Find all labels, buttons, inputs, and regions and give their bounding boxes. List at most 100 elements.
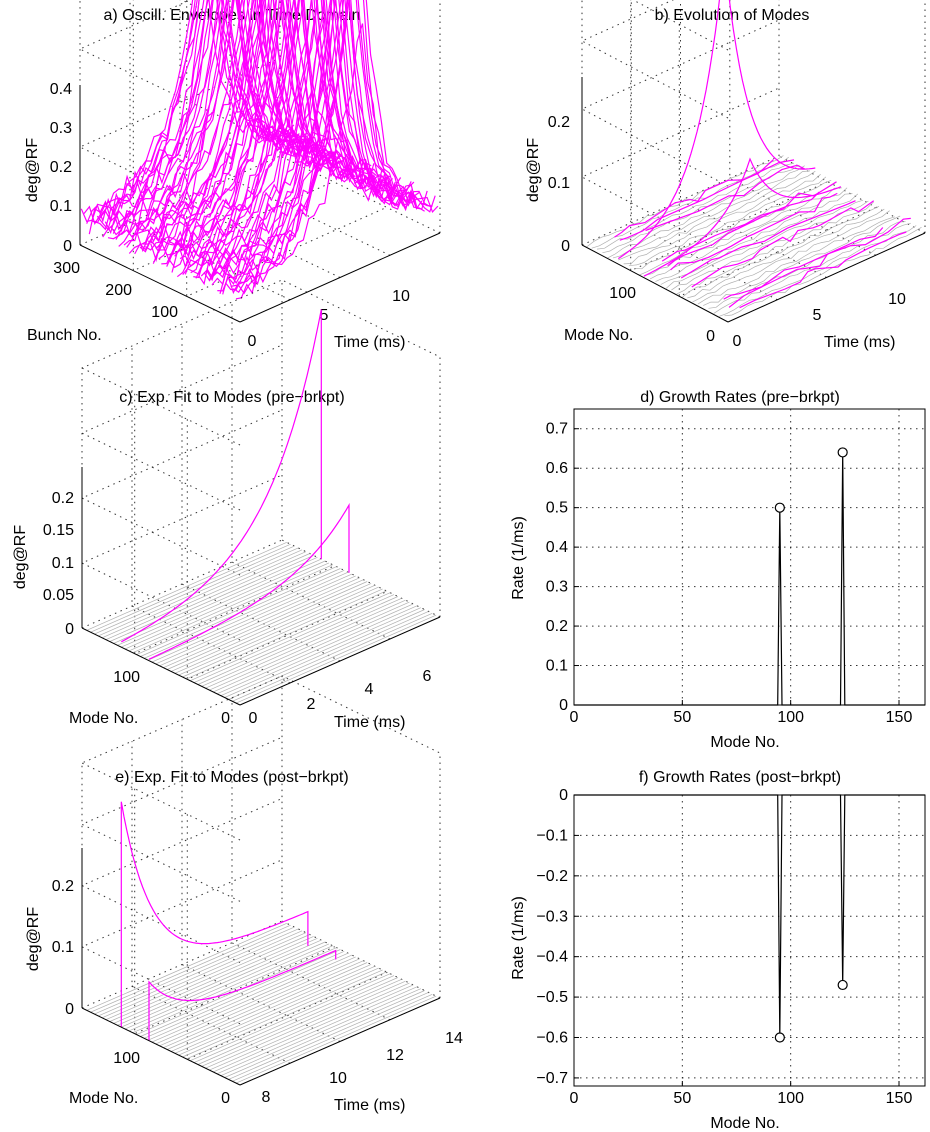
panel-b-x-axis	[727, 232, 926, 323]
mode-fit-background	[124, 560, 326, 650]
mode-fit-background	[228, 611, 429, 700]
mode-fit-background	[201, 978, 402, 1067]
panel-f-y-tick: −0.5	[536, 989, 568, 1006]
mode-95-fit	[148, 502, 350, 660]
mode-fit-background	[147, 571, 349, 661]
mode-fit-background	[216, 986, 418, 1075]
mode-fit-background	[220, 988, 421, 1077]
panel-b-grid-line	[680, 0, 827, 278]
panel-d-y-tick: 0.1	[546, 658, 568, 675]
panel-c-z-tick: 0.15	[43, 522, 74, 539]
bunch-envelope-line	[184, 0, 385, 275]
mode-fit-background	[178, 586, 379, 676]
mode-fit-background	[193, 594, 395, 683]
panel-f-x-tick: 150	[886, 1090, 913, 1107]
panel-d-y-tick: 0.5	[546, 500, 568, 517]
panel-a-x-tick: 0	[248, 333, 257, 350]
mode-fit-background	[159, 577, 360, 667]
bunch-envelope-line	[232, 0, 433, 293]
panel-f-x-tick: 0	[570, 1090, 579, 1107]
panel-f-data-point	[837, 979, 848, 991]
panel-b-y-tick: 0	[706, 328, 715, 345]
mode-fit-background	[101, 549, 303, 639]
bunch-envelope-line	[206, 0, 407, 279]
mode-trace-background	[655, 193, 853, 282]
bunch-envelope-line	[230, 0, 431, 287]
mode-trace-background	[586, 155, 784, 248]
panel-e-lines	[86, 801, 441, 1086]
bunch-envelope-line	[112, 0, 313, 235]
mode-fit-background	[232, 993, 433, 1082]
mode-fit-background	[174, 584, 376, 674]
panel-d-plot: 0 50 100 150 0 0.1 0.2 0.3 0.4 0.5 0.6 0.7	[546, 408, 926, 726]
bunch-envelope-line	[238, 23, 439, 295]
mode-trace-background	[628, 176, 827, 267]
mode-trace-background	[724, 226, 922, 317]
mode-trace-noise	[728, 217, 911, 308]
panel-a-y-axis	[79, 244, 241, 323]
panel-d-x-tick: 100	[777, 709, 804, 726]
mode-95-trace	[643, 157, 842, 277]
bunch-envelope-line	[96, 0, 297, 231]
panel-c-side-wall	[281, 279, 441, 617]
bunch-envelope-line	[198, 0, 399, 286]
panel-b-grid-line	[630, 0, 778, 301]
bunch-envelope-line	[227, 0, 428, 295]
mode-124-trace	[617, 0, 816, 260]
panel-d-y-tick: 0	[559, 697, 568, 714]
mode-trace-noise	[680, 200, 856, 279]
mode-trace-background	[687, 208, 885, 299]
panel-e-grid-line	[134, 788, 335, 1035]
mode-fit-background	[86, 541, 287, 631]
mode-fit-background	[155, 956, 356, 1045]
bunch-envelope-line	[142, 0, 343, 245]
panel-e-x-tick: 14	[445, 1030, 463, 1047]
mode-fit-background	[228, 992, 429, 1080]
panel-e-y-label: Mode No.	[69, 1090, 138, 1107]
mode-fit-background	[128, 943, 330, 1032]
panel-b-z-tick: 0	[561, 238, 570, 255]
mode-fit-background	[136, 566, 337, 655]
mode-fit-background	[105, 932, 307, 1021]
mode-95-fit	[148, 949, 337, 1041]
mode-fit-background	[132, 564, 333, 654]
panel-b-back-wall	[581, 0, 780, 246]
panel-c-z-tick: 0.1	[52, 555, 74, 572]
mode-fit-background	[144, 569, 345, 659]
panel-e-x-tick: 12	[386, 1047, 404, 1064]
mode-fit-background	[155, 575, 356, 665]
panel-a-x-tick: 5	[320, 307, 329, 324]
panel-d-x-tick: 50	[673, 709, 691, 726]
mode-trace-background	[607, 165, 805, 259]
panel-a-z-tick: 0.4	[50, 81, 72, 98]
mode-fit-background	[232, 612, 433, 702]
mode-fit-background	[117, 556, 318, 646]
mode-fit-background	[90, 543, 291, 633]
mode-fit-background	[151, 573, 353, 663]
panel-c-lines	[86, 309, 441, 706]
panel-f-x-tick: 100	[777, 1090, 804, 1107]
panel-c-grid-line	[131, 346, 291, 684]
panel-b-grid-line	[580, 0, 729, 119]
mode-trace-background	[634, 179, 832, 270]
panel-d-y-tick: 0.6	[546, 460, 568, 477]
mode-trace-noise	[691, 200, 875, 288]
panel-c-y-label: Mode No.	[69, 710, 138, 727]
panel-e-z-tick: 0.2	[52, 878, 74, 895]
mode-trace-noise	[667, 191, 820, 267]
panel-e-grid-line	[181, 719, 341, 1042]
bunch-envelope-line	[88, 0, 290, 235]
mode-fit-background	[197, 977, 399, 1065]
panel-d-y-tick: 0.7	[546, 421, 568, 438]
mode-fit-background	[144, 950, 345, 1039]
panel-c-z-tick: 0.2	[52, 490, 74, 507]
mode-trace-background	[591, 156, 789, 249]
mode-trace-background	[676, 201, 874, 295]
mode-fit-background	[121, 558, 322, 648]
panel-b-side-wall	[924, 0, 926, 233]
panel-f-y-tick: −0.2	[536, 868, 568, 885]
panel-b-grid-line	[729, 0, 877, 256]
mode-fit-background	[186, 590, 387, 680]
panel-c-x-tick: 6	[423, 668, 432, 685]
mode-fit-background	[236, 614, 437, 704]
